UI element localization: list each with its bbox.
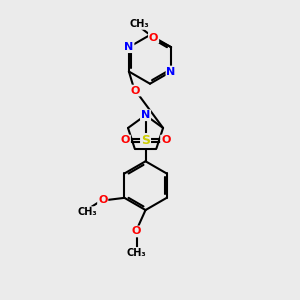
Text: CH₃: CH₃ [129,19,149,29]
Text: O: O [149,33,158,43]
Text: O: O [131,85,140,96]
Text: S: S [141,134,150,147]
Text: CH₃: CH₃ [127,248,146,258]
Text: N: N [124,42,134,52]
Text: CH₃: CH₃ [77,207,97,217]
Text: N: N [167,67,176,76]
Text: O: O [132,226,141,236]
Text: O: O [98,195,107,205]
Text: O: O [161,136,170,146]
Text: O: O [121,136,130,146]
Text: N: N [141,110,150,120]
